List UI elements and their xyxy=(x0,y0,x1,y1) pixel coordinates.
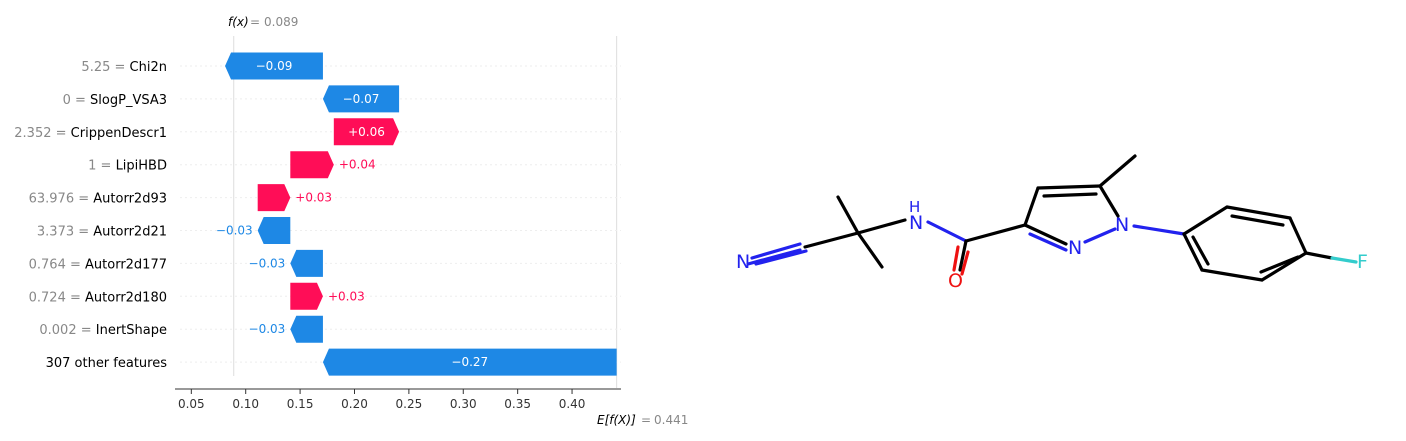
x-tick-label: 0.05 xyxy=(178,397,205,411)
bar-positive xyxy=(290,282,323,310)
feature-label: 63.976 = Autorr2d93 xyxy=(29,192,167,207)
x-tick-label: 0.20 xyxy=(341,397,368,411)
molecule-bonds xyxy=(746,154,1358,282)
feature-value: 0.724 xyxy=(29,290,66,305)
feature-value: 63.976 xyxy=(29,192,75,207)
feature-name: Autorr2d177 xyxy=(85,257,167,272)
x-tick-label: 0.10 xyxy=(232,397,259,411)
feature-name: InertShape xyxy=(96,323,167,338)
bar-value-label: −0.03 xyxy=(216,224,253,238)
feature-label: 5.25 = Chi2n xyxy=(81,60,167,75)
feature-label: 2.352 = CrippenDescr1 xyxy=(14,126,167,141)
bar-negative xyxy=(257,217,291,244)
bar-value-label: −0.07 xyxy=(343,92,380,106)
x-tick-label: 0.25 xyxy=(396,397,423,411)
bar-value-label: −0.09 xyxy=(256,59,293,73)
feature-label: 0 = SlogP_VSA3 xyxy=(63,93,167,108)
bar-negative xyxy=(322,348,617,376)
bar-value-label: +0.03 xyxy=(295,191,332,205)
feature-name: Chi2n xyxy=(130,60,167,75)
atom-amide-h: H xyxy=(909,198,920,216)
feature-label: 0.002 = InertShape xyxy=(39,323,167,338)
fx-label: f(x) xyxy=(228,15,249,29)
fx-value: 0.089 xyxy=(264,15,298,29)
ex-annotation: E[f(X)] = 0.441 xyxy=(597,413,688,427)
feature-name: Autorr2d180 xyxy=(85,290,167,305)
svg-text:=: = xyxy=(641,413,651,427)
atom-fluorine: F xyxy=(1357,251,1368,273)
feature-name: LipiHBD xyxy=(116,159,167,174)
bar-positive xyxy=(290,151,334,179)
ex-value: 0.441 xyxy=(654,413,688,427)
shap-waterfall-chart: f(x) = 0.089 5.25 = Chi2n 0 = SlogP_VSA3 2… xyxy=(14,15,688,427)
atom-ring-n1: N xyxy=(1115,214,1129,236)
row-gridlines xyxy=(180,65,621,363)
feature-value: 1 xyxy=(88,159,96,174)
svg-text:=: = xyxy=(250,15,260,29)
atom-nitrile-n: N xyxy=(736,251,750,273)
feature-value: 2.352 xyxy=(14,126,51,141)
feature-label: 1 = LipiHBD xyxy=(88,159,167,174)
feature-labels: 5.25 = Chi2n 0 = SlogP_VSA3 2.352 = Crippe… xyxy=(14,60,167,371)
molecule-structure: N H N O N N F xyxy=(736,154,1368,292)
bar-value-label: −0.03 xyxy=(249,256,286,270)
atom-ring-n2: N xyxy=(1068,237,1082,259)
x-tick-label: 0.30 xyxy=(450,397,477,411)
fx-annotation: f(x) = 0.089 xyxy=(228,15,298,29)
bar-value-label: −0.03 xyxy=(249,322,286,336)
feature-label: 3.373 = Autorr2d21 xyxy=(37,225,167,240)
feature-value: 5.25 xyxy=(81,60,110,75)
feature-value: 0.764 xyxy=(29,257,66,272)
bar-negative xyxy=(225,52,323,80)
bar-value-label: +0.03 xyxy=(328,289,365,303)
bar-positive xyxy=(257,184,291,212)
bar-value-label: −0.27 xyxy=(451,355,488,369)
feature-name: CrippenDescr1 xyxy=(71,126,167,141)
atom-amide-n: N xyxy=(909,212,923,234)
x-axis: 0.05 0.10 0.15 0.20 0.25 0.30 0.35 0.40 xyxy=(175,388,621,411)
feature-name: Autorr2d21 xyxy=(93,225,167,240)
feature-value: 3.373 xyxy=(37,225,74,240)
feature-name: Autorr2d93 xyxy=(93,192,167,207)
waterfall-bars: −0.09 −0.07 +0.06 +0.04 +0.03 −0.03 −0.03 +0.03… xyxy=(216,52,617,376)
molecule-atoms: N H N O N N F xyxy=(736,198,1368,292)
bar-negative xyxy=(322,85,400,113)
x-tick-label: 0.35 xyxy=(504,397,531,411)
bar-negative xyxy=(290,249,323,277)
feature-name: 307 other features xyxy=(46,356,168,371)
x-tick-label: 0.15 xyxy=(287,397,314,411)
bar-negative xyxy=(290,315,323,343)
feature-label: 307 other features xyxy=(46,356,168,371)
x-tick-label: 0.40 xyxy=(559,397,586,411)
feature-label: 0.764 = Autorr2d177 xyxy=(29,257,167,272)
feature-value: 0 xyxy=(63,93,71,108)
feature-name: SlogP_VSA3 xyxy=(90,93,167,108)
feature-label: 0.724 = Autorr2d180 xyxy=(29,290,167,305)
bar-value-label: +0.06 xyxy=(348,125,385,139)
feature-value: 0.002 xyxy=(39,323,76,338)
ex-label: E[f(X)] xyxy=(597,413,636,427)
bar-positive xyxy=(333,118,400,146)
atom-carbonyl-o: O xyxy=(948,270,963,292)
bar-value-label: +0.04 xyxy=(339,158,376,172)
